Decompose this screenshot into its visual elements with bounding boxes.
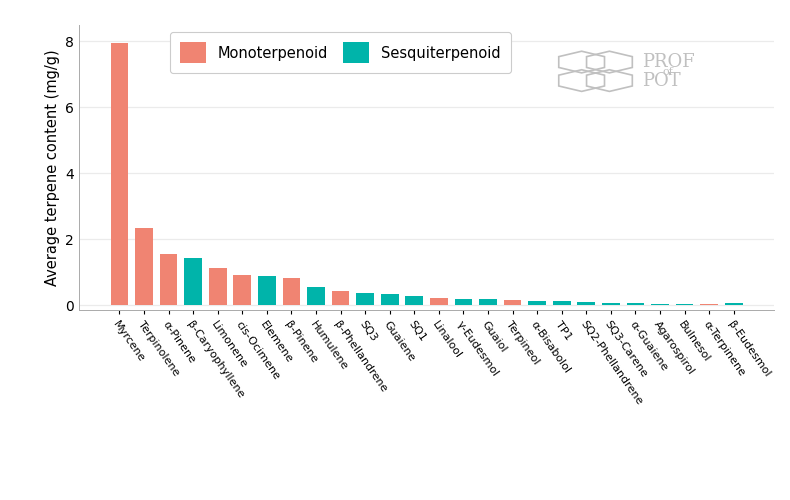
Bar xyxy=(430,298,448,305)
Bar xyxy=(626,304,645,305)
Bar xyxy=(160,254,178,305)
Bar xyxy=(111,43,128,305)
Legend: Monoterpenoid, Sesquiterpenoid: Monoterpenoid, Sesquiterpenoid xyxy=(170,32,510,74)
Bar xyxy=(234,274,251,305)
Bar xyxy=(283,278,300,305)
Bar xyxy=(553,301,570,305)
Bar xyxy=(602,303,619,305)
Bar xyxy=(184,258,202,305)
Text: PROF: PROF xyxy=(642,53,695,71)
Bar xyxy=(209,268,227,305)
Text: POT: POT xyxy=(642,72,681,90)
Bar xyxy=(577,302,595,305)
Bar xyxy=(332,291,349,305)
Bar xyxy=(701,304,718,305)
Bar xyxy=(480,300,497,305)
Bar xyxy=(258,276,276,305)
Bar xyxy=(307,287,325,305)
Bar xyxy=(405,296,423,305)
Text: of: of xyxy=(663,67,674,77)
Bar xyxy=(135,228,152,305)
Bar xyxy=(675,304,694,305)
Bar xyxy=(504,300,521,305)
Bar xyxy=(725,304,743,305)
Bar xyxy=(356,292,374,305)
Bar xyxy=(381,294,399,305)
Bar xyxy=(454,299,472,305)
Bar xyxy=(529,301,546,305)
Bar xyxy=(651,304,669,305)
Y-axis label: Average terpene content (mg/g): Average terpene content (mg/g) xyxy=(45,49,60,286)
